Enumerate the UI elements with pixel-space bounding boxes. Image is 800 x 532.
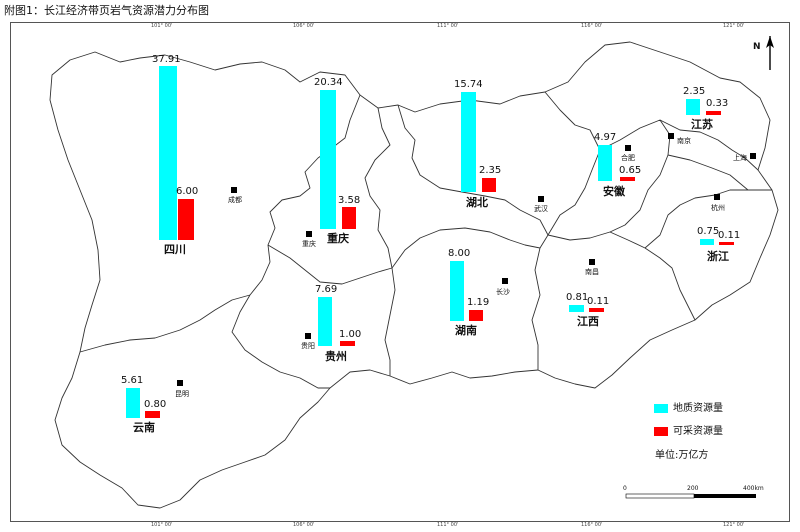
scale-label-zero: 0	[623, 485, 627, 492]
bar-geological-hunan	[450, 261, 464, 321]
bar-geological-sichuan	[159, 66, 177, 240]
tick-top-1: 101° 00'	[151, 23, 173, 29]
bar-geological-jiangsu	[686, 99, 700, 115]
value-recoverable-guizhou: 1.00	[339, 329, 362, 340]
bar-recoverable-jiangxi	[589, 308, 604, 312]
tick-bottom-1: 101° 00'	[151, 522, 173, 528]
province-name-yunnan: 云南	[133, 421, 155, 434]
tick-bottom-4: 116° 00'	[581, 522, 603, 528]
north-arrow-icon	[766, 36, 774, 70]
tick-top-4: 116° 00'	[581, 23, 603, 29]
value-recoverable-anhui: 0.65	[619, 165, 642, 176]
outer-boundary	[49, 41, 779, 509]
tick-bottom-3: 111° 00'	[437, 522, 459, 528]
city-kunming: 昆明	[175, 390, 189, 398]
city-nanjing: 南京	[677, 137, 691, 145]
value-geological-anhui: 4.97	[594, 132, 617, 143]
tick-top-5: 121° 00'	[723, 23, 745, 29]
bar-recoverable-anhui	[620, 177, 635, 181]
value-geological-hunan: 8.00	[448, 248, 471, 259]
city-changsha: 长沙	[496, 288, 510, 296]
city-markers	[177, 133, 756, 386]
legend-swatch-recoverable	[654, 427, 668, 436]
city-chengdu: 成都	[228, 196, 242, 204]
value-recoverable-hunan: 1.19	[467, 297, 490, 308]
bar-recoverable-hunan	[469, 310, 483, 321]
province-name-hunan: 湖南	[455, 324, 477, 337]
city-guiyang: 贵阳	[301, 342, 315, 350]
city-hangzhou: 杭州	[711, 204, 725, 212]
city-wuhan: 武汉	[534, 205, 548, 213]
bar-geological-zhejiang	[700, 239, 714, 245]
value-recoverable-yunnan: 0.80	[144, 399, 167, 410]
value-geological-jiangxi: 0.81	[566, 292, 589, 303]
value-geological-sichuan: 37.91	[152, 54, 181, 65]
bar-recoverable-jiangsu	[706, 111, 721, 115]
province-name-jiangxi: 江西	[577, 315, 599, 328]
value-recoverable-hubei: 2.35	[479, 165, 502, 176]
bar-recoverable-yunnan	[145, 411, 160, 418]
legend-label-geological: 地质资源量	[673, 403, 723, 414]
province-name-chongqing: 重庆	[327, 232, 349, 245]
scale-label-end: 400km	[743, 485, 764, 492]
bar-geological-guizhou	[318, 297, 332, 346]
tick-top-2: 106° 00'	[293, 23, 315, 29]
tick-bottom-5: 121° 00'	[723, 522, 745, 528]
value-recoverable-jiangxi: 0.11	[587, 296, 610, 307]
tick-top-3: 111° 00'	[437, 23, 459, 29]
province-name-jiangsu: 江苏	[691, 118, 713, 131]
city-nanchang: 南昌	[585, 268, 599, 276]
province-name-anhui: 安徽	[603, 185, 625, 198]
value-recoverable-zhejiang: 0.11	[718, 230, 741, 241]
bar-geological-jiangxi	[569, 305, 584, 312]
city-chongqing: 重庆	[302, 240, 316, 248]
bar-recoverable-zhejiang	[719, 242, 734, 245]
city-shanghai: 上海	[733, 154, 747, 162]
value-recoverable-jiangsu: 0.33	[706, 98, 729, 109]
scale-label-mid: 200	[687, 485, 699, 492]
legend-swatch-geological	[654, 404, 668, 413]
bar-geological-chongqing	[320, 90, 336, 229]
bar-geological-yunnan	[126, 388, 140, 418]
province-name-guizhou: 贵州	[325, 350, 347, 363]
tick-bottom-2: 106° 00'	[293, 522, 315, 528]
province-name-zhejiang: 浙江	[707, 250, 729, 263]
bar-recoverable-guizhou	[340, 341, 355, 346]
value-geological-jiangsu: 2.35	[683, 86, 706, 97]
bar-recoverable-sichuan	[178, 199, 194, 240]
legend-label-recoverable: 可采资源量	[673, 426, 723, 437]
value-recoverable-sichuan: 6.00	[176, 186, 199, 197]
value-geological-hubei: 15.74	[454, 79, 483, 90]
city-hefei: 合肥	[621, 154, 635, 162]
value-geological-chongqing: 20.34	[314, 77, 343, 88]
bar-geological-hubei	[461, 92, 476, 192]
value-geological-zhejiang: 0.75	[697, 226, 720, 237]
map-title: 附图1：长江经济带页岩气资源潜力分布图	[4, 4, 209, 17]
value-geological-guizhou: 7.69	[315, 284, 338, 295]
province-name-sichuan: 四川	[164, 243, 186, 256]
province-name-hubei: 湖北	[466, 196, 488, 209]
bar-geological-anhui	[598, 145, 612, 181]
value-geological-yunnan: 5.61	[121, 375, 144, 386]
value-recoverable-chongqing: 3.58	[338, 195, 361, 206]
map-frame	[10, 22, 790, 522]
bar-recoverable-chongqing	[342, 207, 356, 229]
north-label: N	[753, 42, 761, 52]
scale-bar	[625, 493, 756, 499]
bar-recoverable-hubei	[482, 178, 496, 192]
unit-label: 单位:万亿方	[655, 450, 709, 461]
